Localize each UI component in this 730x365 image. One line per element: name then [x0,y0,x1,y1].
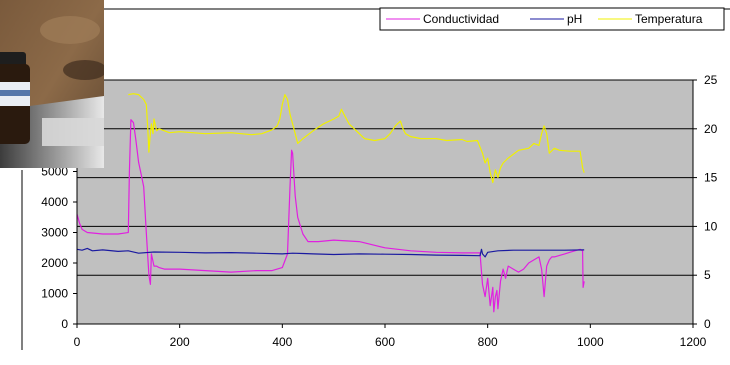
y-right-tick-label-3: 15 [704,171,718,185]
gridlines [77,79,693,276]
x-tick-label-0: 0 [74,335,81,349]
x-tick-label-4: 800 [478,335,498,349]
x-tick-label-1: 200 [170,335,190,349]
y-right-tick-label-4: 20 [704,122,718,136]
plot-area [76,79,694,325]
legend-label-ph: pH [567,12,582,26]
y-right-tick-label-0: 0 [704,317,711,331]
bottle-photo [0,0,104,168]
x-tick-label-5: 1000 [577,335,604,349]
y-left-tick-label-2: 2000 [41,256,68,270]
y-left-tick-label-1: 1000 [41,287,68,301]
y-right-tick-label-2: 10 [704,219,718,233]
y-left-tick-label-4: 4000 [41,195,68,209]
y-right-tick-label-5: 25 [704,73,718,87]
series-line-conductividad [76,119,585,313]
y-right-tick-label-1: 5 [704,268,711,282]
legend-label-conductividad: Conductividad [423,12,499,26]
x-tick-label-3: 600 [375,335,395,349]
x-tick-label-6: 1200 [680,335,707,349]
y-left-tick-label-3: 3000 [41,226,68,240]
series-line-ph [76,247,585,258]
ticks: 0 200 400 600 800 1000 12000100020003000400050… [41,73,717,349]
y-left-tick-label-0: 0 [61,317,68,331]
x-tick-label-2: 400 [272,335,292,349]
legend-label-temperatura: Temperatura [635,12,703,26]
legend: Conductividad pH Temperatura [379,7,725,31]
series-line-temperatura [128,93,585,184]
y-left-tick-label-5: 5000 [41,165,68,179]
series-layer [76,93,585,313]
